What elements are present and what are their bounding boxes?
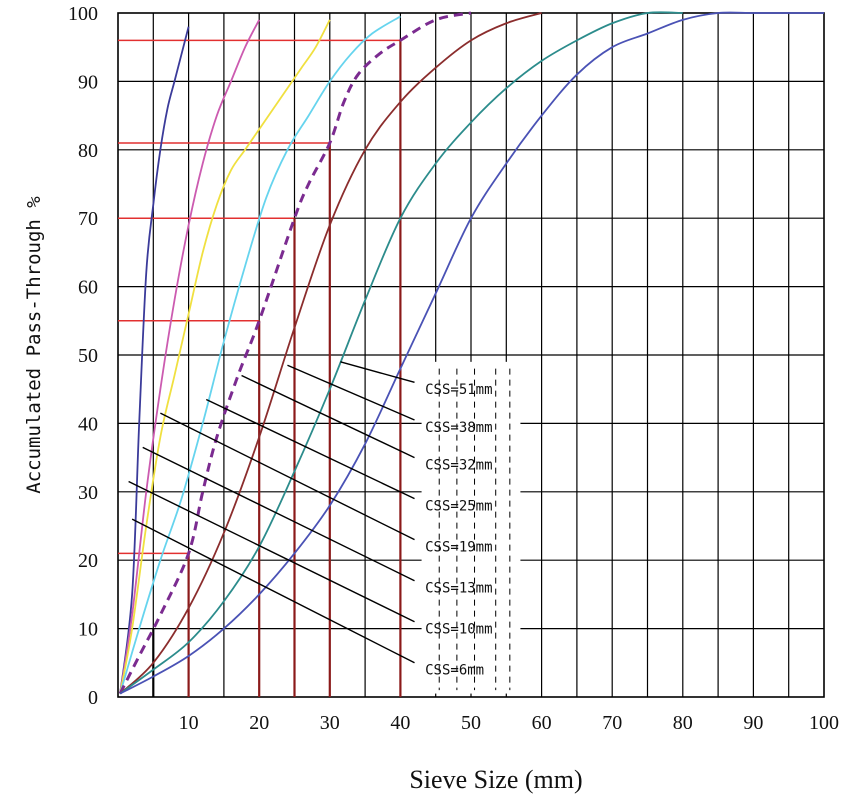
x-tick-label: 70 xyxy=(602,712,622,734)
x-tick-label: 50 xyxy=(461,712,481,734)
series-line xyxy=(119,19,331,694)
y-tick-label: 80 xyxy=(78,140,98,162)
leader-line xyxy=(241,374,415,459)
x-tick-labels: 10 20 30 40 50 60 70 80 90 100 xyxy=(179,712,839,734)
y-tick-label: 40 xyxy=(78,413,98,435)
leader-line xyxy=(128,480,415,623)
css-label: CSS=25mm xyxy=(425,498,492,514)
curves xyxy=(118,11,824,695)
y-tick-label: 90 xyxy=(78,71,98,93)
series-line xyxy=(119,11,683,695)
css-label: CSS=38mm xyxy=(425,420,492,436)
x-tick-label: 30 xyxy=(320,712,340,734)
y-tick-labels: 0 10 20 30 40 50 60 70 80 90 100 xyxy=(68,3,98,709)
css-label: CSS=32mm xyxy=(425,457,492,473)
x-tick-label: 100 xyxy=(809,712,839,734)
y-tick-label: 0 xyxy=(88,687,98,709)
y-tick-label: 20 xyxy=(78,550,98,572)
series-line xyxy=(119,19,260,694)
css-labels: CSS=51mm CSS=38mm CSS=32mm CSS=25mm CSS=19mm… xyxy=(421,361,521,694)
leader-line xyxy=(160,412,415,541)
leader-line xyxy=(131,518,415,664)
x-tick-label: 90 xyxy=(743,712,763,734)
css-label: CSS=51mm xyxy=(425,382,492,398)
x-axis-title: Sieve Size (mm) xyxy=(409,765,582,794)
x-tick-label: 10 xyxy=(179,712,199,734)
series-line xyxy=(119,11,824,695)
series-line xyxy=(119,15,401,694)
y-tick-label: 100 xyxy=(68,3,98,25)
css-label: CSS=10mm xyxy=(425,622,492,638)
x-tick-label: 80 xyxy=(673,712,693,734)
y-tick-label: 50 xyxy=(78,345,98,367)
x-tick-label: 60 xyxy=(532,712,552,734)
x-tick-label: 20 xyxy=(249,712,269,734)
grid xyxy=(118,13,824,697)
x-tick-label: 40 xyxy=(390,712,410,734)
label-leaders xyxy=(128,361,415,664)
series-line xyxy=(119,26,190,694)
css-label: CSS=19mm xyxy=(425,540,492,556)
series-line xyxy=(118,11,472,695)
leader-line xyxy=(340,361,415,384)
leader-line xyxy=(205,398,415,500)
css-label: CSS=6mm xyxy=(425,663,484,679)
series-line xyxy=(119,12,542,695)
y-tick-label: 30 xyxy=(78,482,98,504)
y-tick-label: 60 xyxy=(78,277,98,299)
label-panel xyxy=(421,361,521,694)
y-tick-label: 70 xyxy=(78,208,98,230)
leader-line xyxy=(287,364,415,421)
y-axis-title: Accumulated Pass-Through % xyxy=(23,196,45,494)
leader-line xyxy=(142,446,415,582)
css-label: CSS=13mm xyxy=(425,581,492,597)
y-tick-label: 10 xyxy=(78,619,98,641)
